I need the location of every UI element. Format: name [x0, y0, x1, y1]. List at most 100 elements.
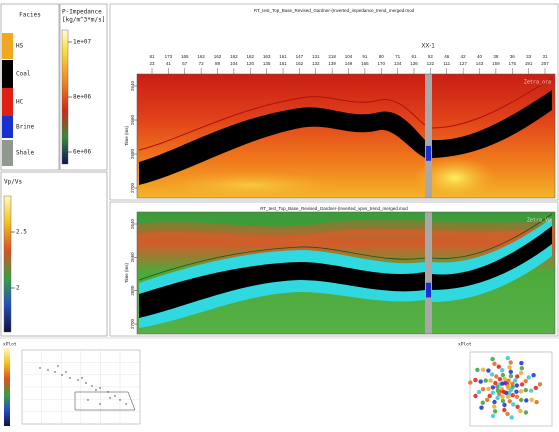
thumbnail-point [496, 364, 501, 369]
facies-label: Shale [16, 150, 34, 157]
trace-header: 57 [182, 61, 188, 66]
trace-header: 72 [199, 61, 205, 66]
thumbnail-point [65, 371, 67, 373]
thumbnail-point [523, 379, 528, 384]
trace-header: 135 [263, 61, 271, 66]
trace-header: 147 [296, 54, 304, 59]
thumbnail-point [487, 393, 492, 399]
trace-header: 127 [459, 61, 467, 66]
thumbnail-point [99, 403, 101, 405]
facies-label: HC [16, 99, 24, 106]
thumbnail-point [502, 402, 507, 408]
thumbnail-point [494, 374, 499, 379]
trace-header: 163 [263, 54, 271, 59]
y-tick-label: 2640 [130, 218, 135, 229]
thumbnail-point [493, 380, 498, 386]
coal-body [139, 107, 425, 185]
thumbnail-point [508, 360, 513, 365]
thumbnail-point [107, 391, 109, 393]
coal-body [432, 226, 552, 290]
thumbnail-point [508, 374, 514, 379]
thumbnail-point [497, 377, 503, 382]
y-tick-label: 2640 [130, 80, 135, 91]
thumbnail-point [534, 399, 539, 405]
plot-border [136, 73, 556, 199]
facies-swatch [2, 140, 13, 166]
thumbnail-point [529, 388, 534, 393]
thumbnail-point [480, 367, 486, 372]
trace-header: 120 [246, 61, 254, 66]
well-log [426, 282, 431, 298]
thumbnail-point [490, 385, 496, 390]
trace-header: 159 [492, 61, 500, 66]
y-tick-label: 2660 [130, 114, 135, 125]
thumbnail-point [495, 395, 500, 401]
trace-header: 111 [443, 61, 450, 66]
thumbnail-point [511, 402, 516, 407]
thumbnail-point [490, 390, 495, 395]
thumbnail-point [509, 387, 514, 393]
thumbnail-point [508, 369, 513, 374]
trace-header: 104 [230, 61, 238, 66]
colorbar-tick-label: 6e+06 [73, 149, 91, 156]
trace-header: 136 [410, 61, 418, 66]
thumbnail-point [519, 366, 524, 371]
trace-header: 71 [395, 54, 401, 59]
thumbnail-point [502, 407, 507, 413]
thumbnail-point [490, 356, 495, 362]
coal-body [139, 262, 425, 318]
facies-label: HS [16, 43, 24, 50]
trace-header: 218 [328, 54, 336, 59]
y-tick-label: 2680 [130, 285, 135, 296]
thumbnail-point [500, 381, 505, 386]
thumbnail-point [473, 393, 478, 399]
thumbnail-point [506, 378, 511, 383]
thumbnail-point [519, 360, 524, 366]
y-tick-label: 2680 [130, 148, 135, 159]
trace-header: 134 [394, 61, 402, 66]
thumbnail-point [492, 404, 497, 409]
thumbnail-point [500, 394, 505, 399]
thumbnail-point [85, 382, 87, 384]
thumbnail-label: xPlot [458, 342, 472, 348]
horizon-line [138, 213, 553, 281]
thumbnail-point [500, 372, 506, 378]
horizon-line [138, 77, 553, 151]
thumbnail-point [476, 389, 482, 395]
thumbnail-point [510, 381, 515, 386]
thumbnail-point [533, 385, 538, 391]
impedance-title: P-Impedance [62, 9, 102, 16]
facies-swatch [2, 33, 13, 59]
thumbnail-point [502, 376, 507, 382]
trace-header: 40 [477, 54, 483, 59]
trace-header: 80 [379, 54, 385, 59]
thumbnail-point [109, 397, 111, 399]
thumbnail-point [515, 374, 520, 379]
thumbnail-point [87, 399, 89, 401]
trace-header: 175 [508, 61, 516, 66]
y-tick-label: 2700 [130, 318, 135, 329]
thumbnail-point [537, 382, 543, 387]
thumbnail-point [480, 387, 486, 392]
attribute-label: Zetra_Vp [527, 218, 551, 224]
well-log [426, 145, 431, 161]
trace-header: 165 [181, 54, 189, 59]
impedance-unit: [kg/m^3*m/s] [62, 17, 105, 24]
thumbnail-point [492, 409, 498, 414]
thumbnail-point [500, 398, 506, 404]
thumbnail-point [514, 383, 519, 388]
trace-header: 42 [461, 54, 467, 59]
thumbnail-point [478, 379, 483, 384]
thumbnail-point [497, 391, 502, 397]
thumbnail-point [486, 368, 491, 373]
thumbnail-point [505, 394, 511, 399]
trace-header: 33 [526, 54, 532, 59]
thumbnail-point [509, 415, 514, 420]
thumbnail-point [513, 378, 518, 383]
facies-title: Facies [19, 12, 41, 19]
trace-header: 41 [166, 61, 172, 66]
thumbnail-point [515, 404, 520, 409]
vpvs-colorbar [3, 195, 12, 333]
trace-header: 207 [541, 61, 549, 66]
